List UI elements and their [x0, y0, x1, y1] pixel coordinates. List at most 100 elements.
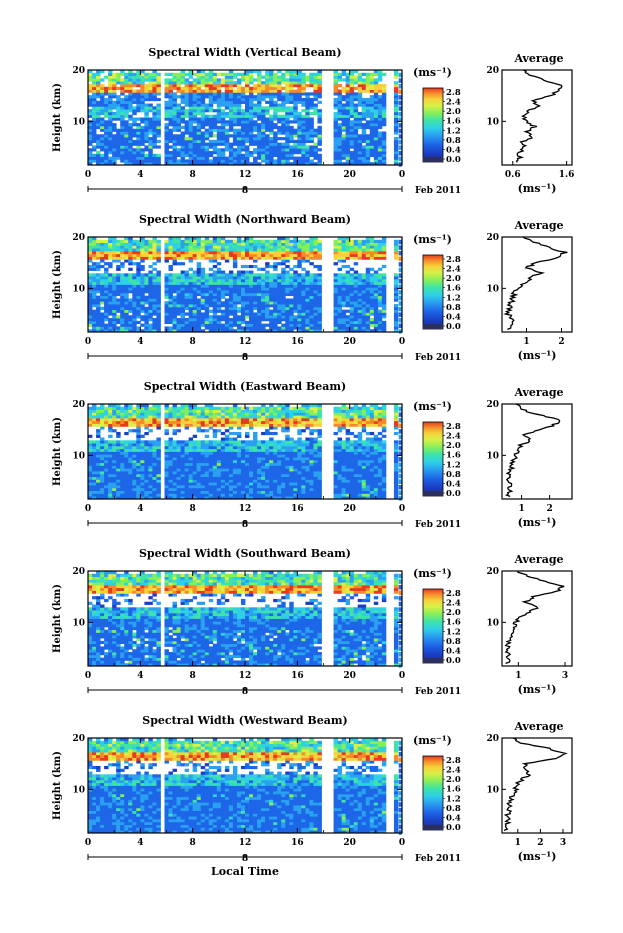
heatmap-cell [350, 81, 354, 84]
heatmap-cell [257, 131, 261, 134]
heatmap-cell [229, 76, 233, 79]
heatmap-cell [140, 488, 144, 491]
heatmap-cell [382, 310, 386, 313]
heatmap-cell [148, 279, 152, 282]
heatmap-cell [189, 148, 193, 151]
heatmap-cell [289, 321, 293, 324]
heatmap-cell [128, 279, 132, 282]
heatmap-cell [148, 154, 152, 157]
heatmap-cell [193, 321, 197, 324]
heatmap-cell [269, 240, 273, 243]
heatmap-cell [350, 310, 354, 313]
heatmap-cell [394, 318, 398, 321]
heatmap-cell [273, 243, 277, 246]
heatmap-cell [285, 134, 289, 137]
heatmap-cell [88, 84, 92, 87]
heatmap-cell [382, 95, 386, 98]
heatmap-cell [144, 98, 148, 101]
heatmap-cell [394, 151, 398, 154]
heatmap-cell [92, 262, 96, 265]
heatmap-cell [289, 157, 293, 160]
heatmap-cell [140, 301, 144, 304]
heatmap-cell [136, 454, 140, 457]
heatmap-cell [309, 287, 313, 290]
heatmap-cell [124, 493, 128, 496]
heatmap-cell [354, 296, 358, 299]
heatmap-cell [140, 76, 144, 79]
heatmap-cell [88, 463, 92, 466]
heatmap-cell [104, 243, 108, 246]
heatmap-cell [88, 418, 92, 421]
heatmap-cell [128, 324, 132, 327]
heatmap-cell [96, 254, 100, 257]
heatmap-cell [120, 410, 124, 413]
heatmap-cell [92, 482, 96, 485]
heatmap-cell [108, 90, 112, 93]
heatmap-cell [205, 243, 209, 246]
heatmap-cell [309, 248, 313, 251]
heatmap-cell [201, 245, 205, 248]
heatmap-cell [112, 468, 116, 471]
heatmap-cell [366, 101, 370, 104]
heatmap-cell [169, 315, 173, 318]
heatmap-cell [237, 290, 241, 293]
heatmap-cell [241, 257, 245, 260]
heatmap-cell [334, 307, 338, 310]
heatmap-cell [185, 95, 189, 98]
heatmap-cell [181, 120, 185, 123]
heatmap-cell [128, 151, 132, 154]
heatmap-cell [120, 493, 124, 496]
heatmap-cell [394, 92, 398, 95]
heatmap-cell [394, 324, 398, 327]
heatmap-cell [269, 304, 273, 307]
heatmap-cell [140, 265, 144, 268]
heatmap-cell [128, 140, 132, 143]
heatmap-cell [285, 151, 289, 154]
heatmap-cell [342, 143, 346, 146]
heatmap-cell [173, 326, 177, 329]
heatmap-cell [265, 148, 269, 151]
heatmap-cell [399, 140, 402, 144]
heatmap-cell [189, 131, 193, 134]
heatmap-cell [277, 254, 281, 257]
heatmap-cell [209, 315, 213, 318]
heatmap-cell [257, 276, 261, 279]
heatmap-cell [382, 285, 386, 288]
heatmap-cell [277, 251, 281, 254]
heatmap-cell [96, 95, 100, 98]
heatmap-cell [374, 287, 378, 290]
heatmap-cell [237, 115, 241, 118]
heatmap-cell [120, 112, 124, 115]
heatmap-cell [382, 137, 386, 140]
heatmap-cell [100, 273, 104, 276]
heatmap-cell [370, 324, 374, 327]
heatmap-cell [181, 324, 185, 327]
heatmap-cell [249, 90, 253, 93]
heatmap-cell [124, 471, 128, 474]
heatmap-cell [116, 465, 120, 468]
heatmap-cell [181, 115, 185, 118]
colorbar-label: 1.6 [446, 117, 461, 127]
heatmap-cell [378, 324, 382, 327]
heatmap-cell [309, 257, 313, 260]
heatmap-cell [108, 126, 112, 129]
colorbar-label: 2.0 [446, 274, 461, 284]
heatmap-cell [269, 243, 273, 246]
heatmap-cell [269, 131, 273, 134]
heatmap-cell [152, 440, 156, 443]
heatmap-cell [156, 259, 160, 262]
heatmap-cell [92, 118, 96, 121]
heatmap-cell [261, 76, 265, 79]
heatmap-cell [382, 324, 386, 327]
heatmap-cell [309, 92, 313, 95]
heatmap-cell [148, 123, 152, 126]
heatmap-cell [265, 276, 269, 279]
heatmap-cell [245, 95, 249, 98]
heatmap-cell [193, 279, 197, 282]
heatmap-cell [88, 115, 92, 118]
heatmap-cell [241, 90, 245, 93]
heatmap-cell [96, 285, 100, 288]
heatmap-cell [354, 81, 358, 84]
heatmap-cell [366, 240, 370, 243]
heatmap-cell [88, 296, 92, 299]
